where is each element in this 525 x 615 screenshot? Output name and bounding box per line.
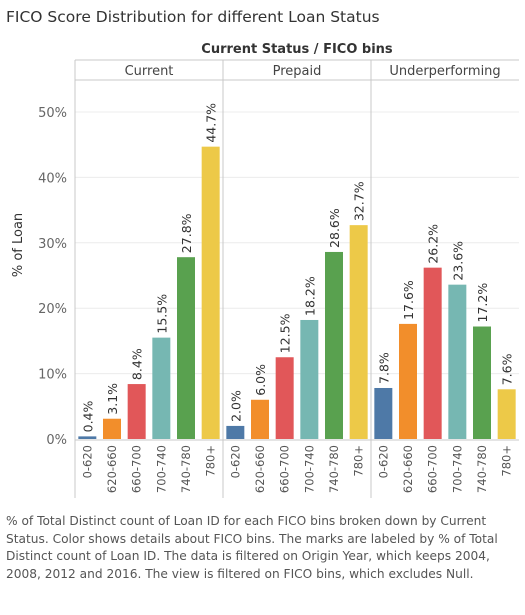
x-tick-label: 660-700: [278, 445, 292, 493]
bar-label: 15.5%: [154, 294, 169, 334]
bar-label: 7.6%: [500, 353, 515, 385]
x-tick-label: 0-620: [80, 445, 94, 478]
bar-prepaid-0-620: [226, 425, 245, 439]
bar-label: 23.6%: [450, 241, 465, 281]
bar-underperforming-700-740: [448, 284, 467, 439]
panel-header-current: Current: [125, 64, 174, 79]
y-tick-label: 0%: [46, 433, 67, 448]
chart-title: FICO Score Distribution for different Lo…: [6, 8, 380, 26]
x-tick-label: 0-620: [376, 445, 390, 478]
bar-underperforming-740-780: [473, 326, 491, 439]
y-tick-label: 50%: [38, 106, 67, 121]
chart-caption: % of Total Distinct count of Loan ID for…: [6, 514, 498, 581]
bar-chart: Current Status / FICO bins Current Prepai…: [11, 42, 519, 498]
x-tick-label: 620-660: [253, 445, 267, 493]
panel-header-underperforming: Underperforming: [389, 64, 500, 79]
bar-underperforming-660-700: [423, 267, 442, 439]
bar-label: 44.7%: [204, 103, 219, 143]
y-tick-label: 40%: [38, 171, 67, 186]
x-tick-label: 780+: [352, 445, 366, 477]
bar-current-0-620: [78, 436, 97, 439]
bar-label: 17.2%: [475, 283, 490, 323]
x-tick-label: 620-660: [401, 445, 415, 493]
bar-label: 6.0%: [253, 364, 268, 396]
x-tick-label: 700-740: [450, 445, 464, 493]
column-header-title: Current Status / FICO bins: [201, 42, 393, 57]
bar-prepaid-620-660: [251, 399, 269, 439]
bar-label: 26.2%: [426, 224, 441, 264]
bar-label: 28.6%: [327, 208, 342, 248]
bar-label: 2.0%: [228, 390, 243, 422]
bar-current-660-700: [127, 384, 146, 439]
bar-label: 12.5%: [278, 313, 293, 353]
y-axis-title: % of Loan: [11, 213, 26, 277]
y-tick-label: 10%: [38, 368, 67, 383]
bar-current-700-740: [152, 337, 171, 439]
y-tick-label: 30%: [38, 237, 67, 252]
bar-label: 18.2%: [302, 276, 317, 316]
x-tick-label: 700-740: [302, 445, 316, 493]
x-tick-label: 0-620: [228, 445, 242, 478]
bar-prepaid-700-740: [300, 319, 319, 439]
bar-current-740-780: [177, 257, 195, 439]
bar-current-620-660: [103, 418, 121, 439]
bar-prepaid-660-700: [275, 357, 294, 439]
bar-label: 32.7%: [352, 181, 367, 221]
x-tick-label: 780+: [500, 445, 514, 477]
bar-label: 17.6%: [401, 280, 416, 320]
bar-label: 27.8%: [179, 213, 194, 253]
x-tick-label: 740-780: [475, 445, 489, 493]
x-tick-label: 700-740: [154, 445, 168, 493]
bar-underperforming-780+: [497, 389, 516, 439]
bar-prepaid-740-780: [325, 251, 343, 439]
x-tick-label: 780+: [204, 445, 218, 477]
bar-label: 0.4%: [80, 401, 95, 433]
bar-label: 3.1%: [105, 383, 120, 415]
x-tick-label: 740-780: [327, 445, 341, 493]
y-tick-label: 20%: [38, 302, 67, 317]
x-tick-label: 660-700: [426, 445, 440, 493]
x-tick-label: 660-700: [130, 445, 144, 493]
x-tick-label: 740-780: [179, 445, 193, 493]
bar-label: 7.8%: [376, 352, 391, 384]
bar-underperforming-620-660: [399, 323, 417, 439]
bar-label: 8.4%: [130, 348, 145, 380]
panel-header-prepaid: Prepaid: [273, 64, 322, 79]
bar-prepaid-780+: [349, 225, 368, 439]
bar-underperforming-0-620: [374, 387, 393, 439]
x-tick-label: 620-660: [105, 445, 119, 493]
bar-current-780+: [201, 146, 220, 440]
